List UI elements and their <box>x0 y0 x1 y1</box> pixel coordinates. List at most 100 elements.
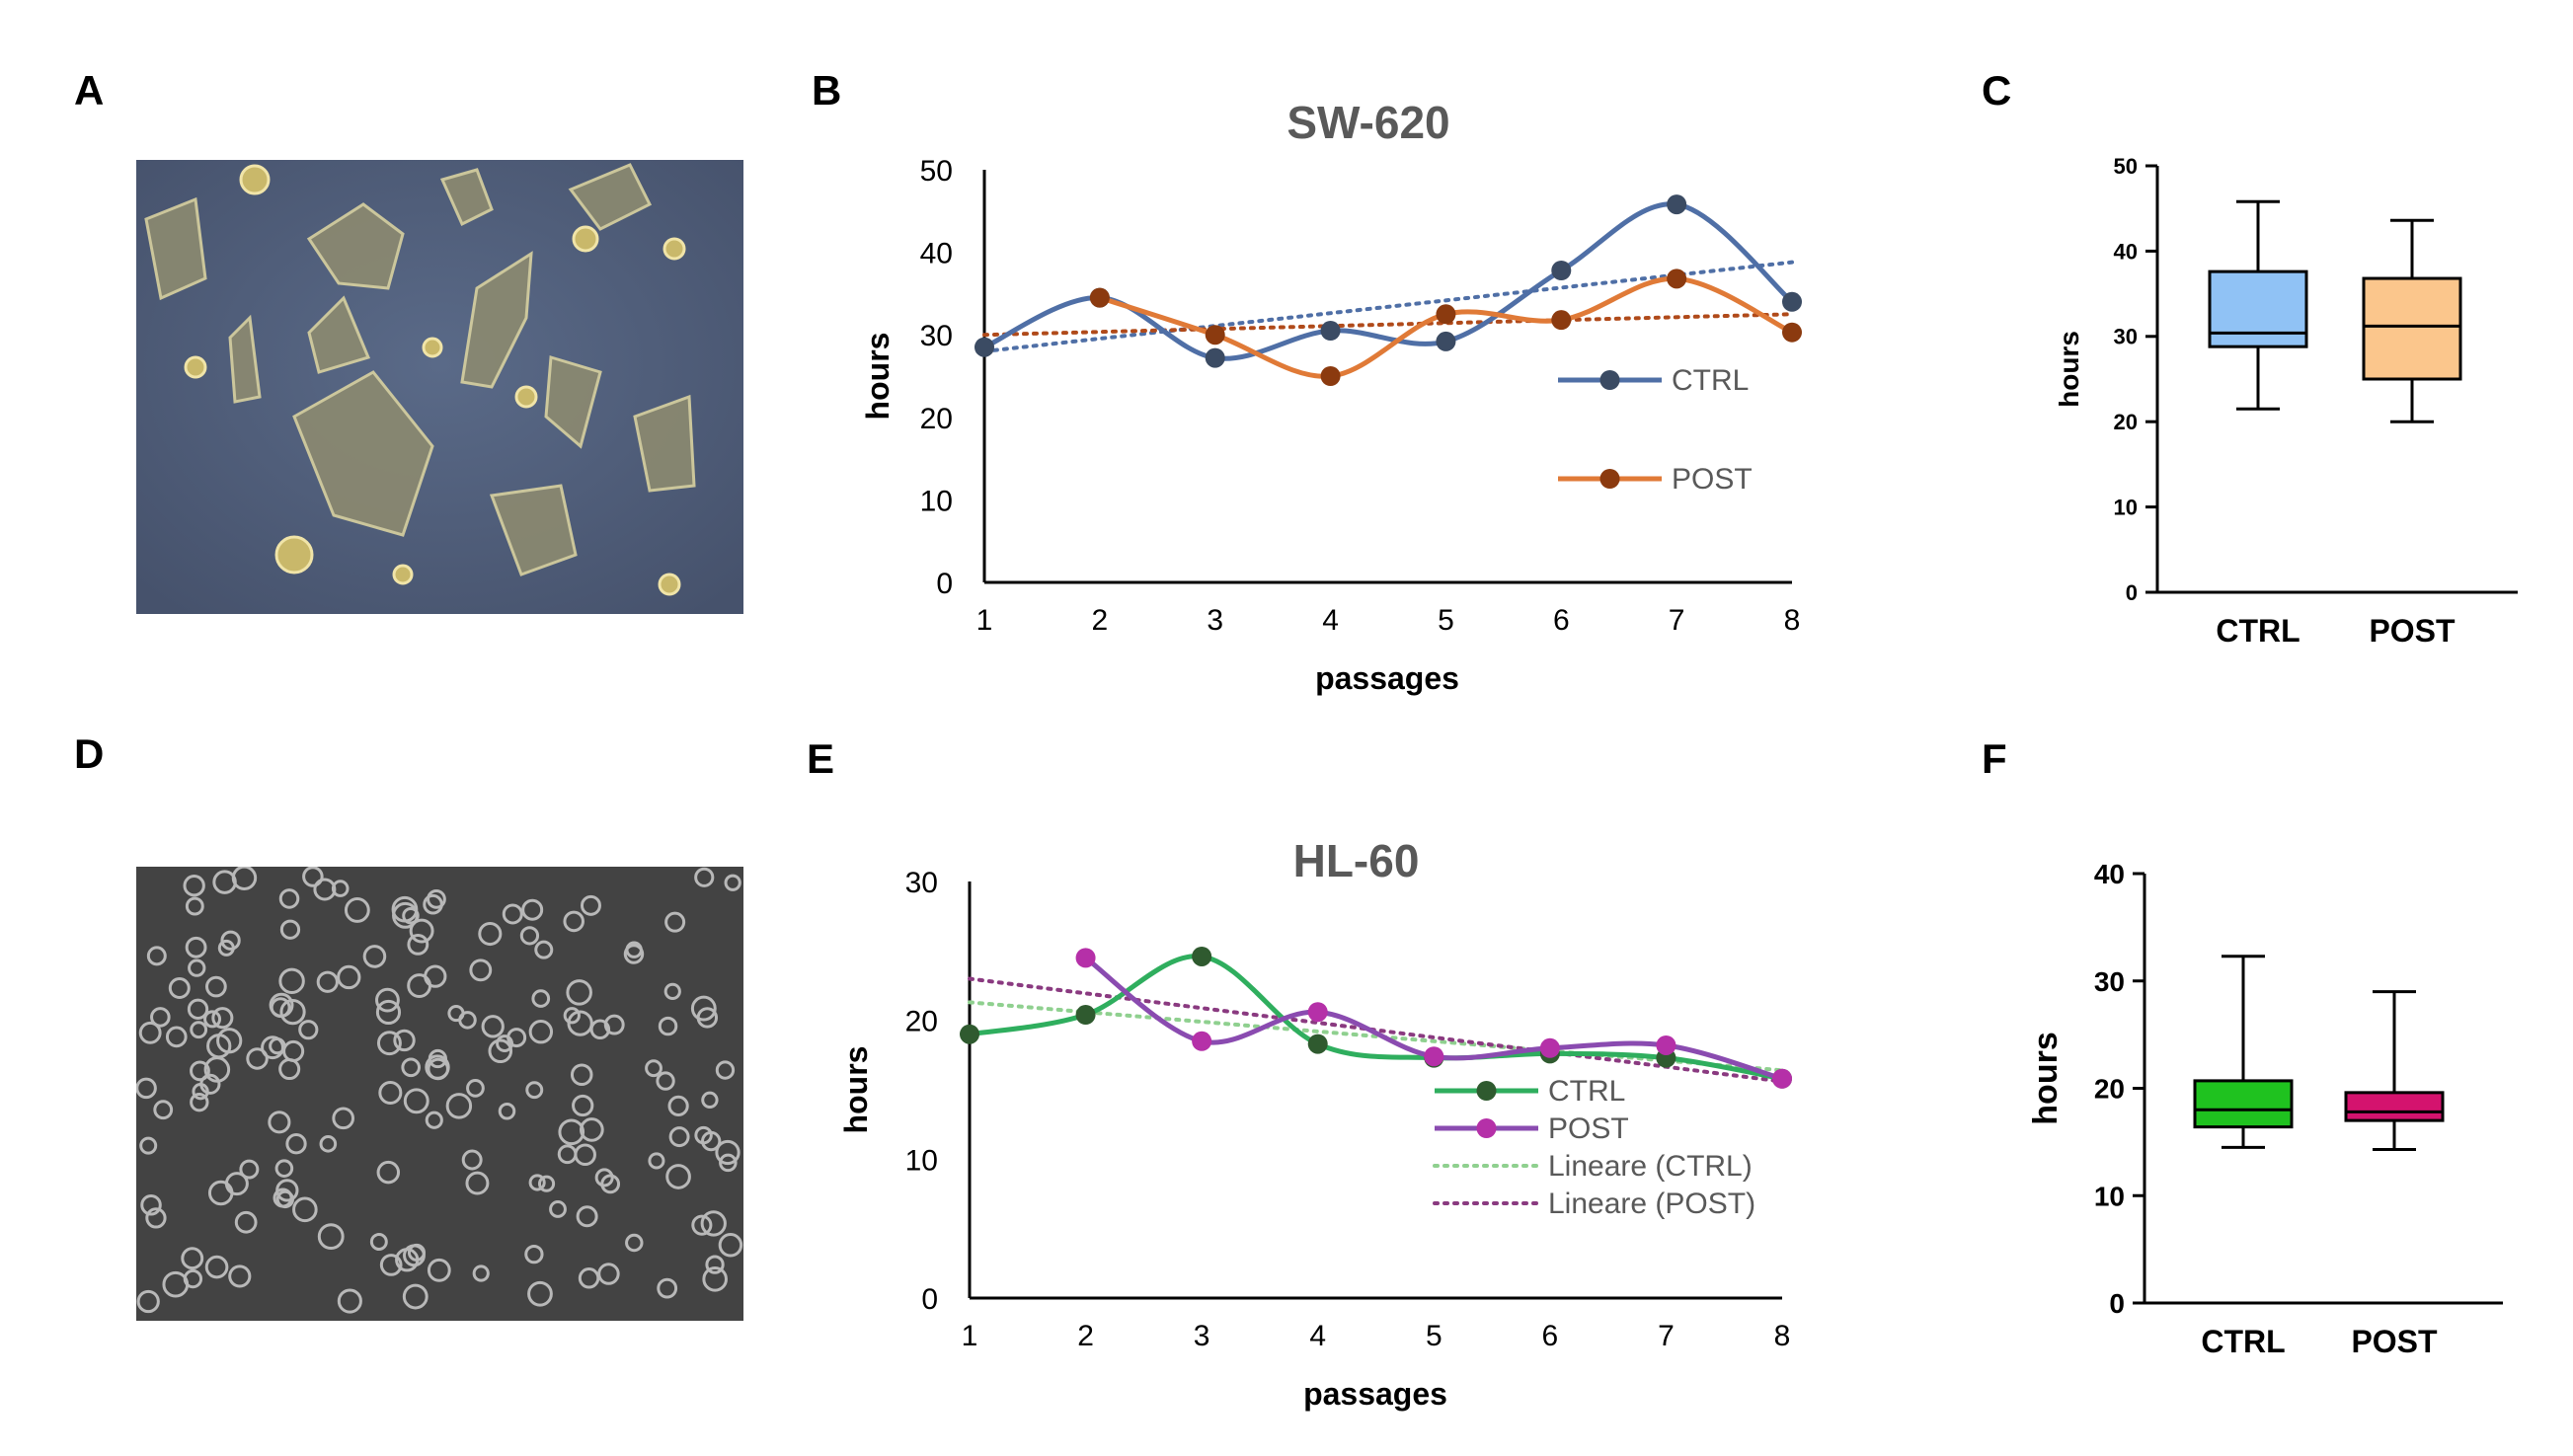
trendline <box>982 312 1794 338</box>
cell <box>376 1031 402 1056</box>
cell <box>183 875 205 897</box>
panel-label-f: F <box>1982 735 2007 782</box>
panel-label-c: C <box>1982 67 2012 114</box>
y-tick-label: 40 <box>2094 859 2125 889</box>
cell <box>205 975 227 998</box>
x-tick-label: 3 <box>1207 604 1223 637</box>
cell <box>138 1021 162 1044</box>
cell <box>570 1063 593 1087</box>
cell <box>701 1091 719 1110</box>
legend-label: POST <box>1672 463 1753 496</box>
cell <box>337 1288 362 1314</box>
data-point-ctrl <box>1075 1005 1096 1026</box>
box-ctrl <box>2193 1079 2294 1129</box>
cell <box>664 911 686 933</box>
cell <box>528 1020 554 1044</box>
y-tick-label: 10 <box>2094 1181 2125 1211</box>
panel-label-b: B <box>812 67 842 114</box>
y-tick-label: 20 <box>2114 410 2138 434</box>
cell <box>165 1026 188 1048</box>
cell <box>220 930 241 951</box>
data-point-ctrl <box>1320 321 1341 342</box>
cell <box>407 933 429 956</box>
cell <box>537 1175 556 1192</box>
data-point-ctrl <box>1551 260 1572 280</box>
cell <box>228 1264 252 1288</box>
cell <box>481 1015 505 1038</box>
x-tick-label: 4 <box>1309 1320 1326 1352</box>
y-axis-label: hours <box>838 1046 874 1134</box>
y-tick-label: 50 <box>2114 154 2138 179</box>
data-point-ctrl <box>1772 1068 1792 1089</box>
cell <box>549 1200 567 1218</box>
cell <box>625 1233 644 1253</box>
y-tick-label: 10 <box>920 485 953 517</box>
cell <box>563 1007 581 1025</box>
legend-label: CTRL <box>1548 1075 1625 1108</box>
cell <box>337 964 361 990</box>
cell <box>724 874 741 891</box>
box-ctrl <box>2208 269 2308 348</box>
panel-label-e: E <box>807 735 835 782</box>
y-tick-label: 0 <box>921 1283 938 1316</box>
y-tick-label: 10 <box>905 1144 938 1177</box>
cell <box>597 1263 620 1285</box>
chart-title: HL-60 <box>1293 835 1420 886</box>
y-axis-label: hours <box>2027 1032 2065 1124</box>
x-tick-label: 6 <box>1542 1320 1559 1352</box>
cell <box>524 1244 544 1264</box>
cell <box>502 903 523 925</box>
cell <box>534 940 554 959</box>
legend-label: CTRL <box>1672 364 1749 397</box>
data-point-post <box>1075 948 1096 968</box>
cell <box>488 1038 513 1064</box>
y-tick-label: 0 <box>936 568 953 600</box>
category-label: CTRL <box>2201 1324 2285 1359</box>
data-point-post <box>1656 1035 1676 1055</box>
data-point-ctrl <box>1667 194 1687 215</box>
cell <box>498 1102 516 1120</box>
cell <box>425 1111 443 1129</box>
cell <box>594 1168 614 1188</box>
cell <box>576 1205 598 1228</box>
category-label: POST <box>2351 1324 2438 1359</box>
x-tick-label: 2 <box>1077 1320 1094 1352</box>
cell <box>279 919 301 940</box>
cell <box>145 1207 167 1229</box>
legend-marker <box>1476 1118 1497 1138</box>
cell <box>136 1077 157 1100</box>
x-tick-label: 7 <box>1658 1320 1675 1352</box>
cell <box>270 997 291 1019</box>
cell <box>190 1060 210 1082</box>
cell <box>319 1135 338 1153</box>
cell <box>665 1164 691 1189</box>
cell <box>212 870 237 894</box>
data-point-ctrl <box>1782 291 1802 312</box>
cell <box>190 1021 208 1039</box>
x-tick-label: 1 <box>976 604 993 637</box>
cell <box>656 1071 675 1091</box>
y-tick-label: 0 <box>2109 1288 2125 1319</box>
cell <box>409 918 434 944</box>
trendline <box>968 976 1784 1084</box>
cell <box>694 867 715 887</box>
cell <box>298 1020 319 1040</box>
cell <box>578 1267 600 1289</box>
cell <box>691 1214 713 1236</box>
cell <box>362 945 387 968</box>
series-line-post <box>1084 956 1783 1082</box>
cell <box>279 998 306 1026</box>
legend-marker <box>1599 469 1620 489</box>
cell <box>204 1255 229 1279</box>
cell <box>140 1194 162 1216</box>
cell <box>401 1057 422 1078</box>
cell <box>269 1036 286 1055</box>
cell <box>203 1010 222 1029</box>
cell <box>461 1149 483 1171</box>
chart-title: SW-620 <box>1286 97 1449 148</box>
cell <box>715 1139 741 1166</box>
cell <box>663 982 681 1000</box>
data-point-ctrl <box>1539 1043 1560 1064</box>
y-tick-label: 40 <box>920 238 953 270</box>
cell <box>465 1171 490 1195</box>
